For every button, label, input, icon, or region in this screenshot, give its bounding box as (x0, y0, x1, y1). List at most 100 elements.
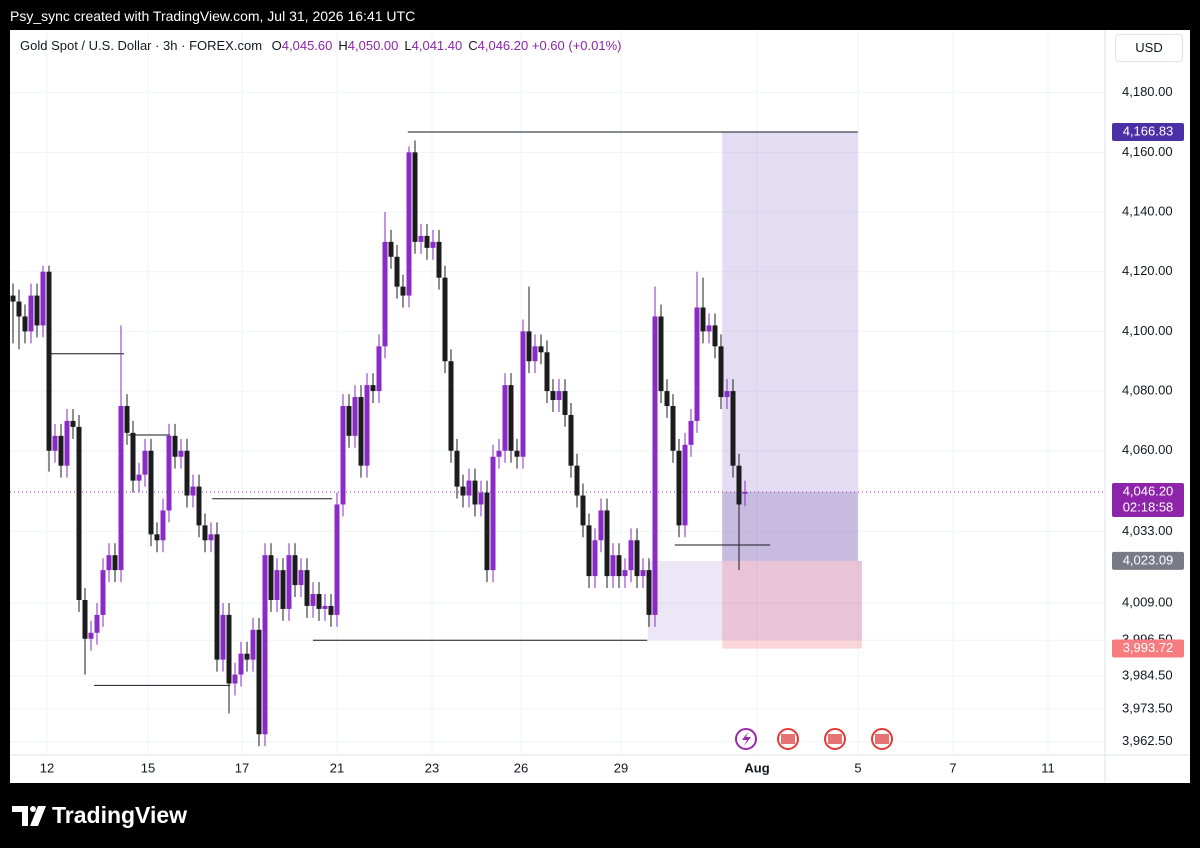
candle-body (340, 406, 346, 505)
y-tick-label: 3,973.50 (1122, 700, 1173, 715)
candle-body (646, 570, 652, 615)
zone (722, 491, 858, 561)
candle-body (292, 555, 298, 586)
ohlc-value: 4,050.00 (347, 38, 399, 53)
candle-body (244, 653, 250, 660)
candle-body (682, 444, 688, 526)
flag (828, 734, 842, 744)
candle-body (406, 152, 412, 296)
candle-body (166, 435, 172, 511)
candle-body (382, 241, 388, 347)
y-tick-label: 4,180.00 (1122, 84, 1173, 99)
candle-body (364, 385, 370, 466)
candle-body (700, 307, 706, 332)
candle-body (202, 525, 208, 541)
zone (722, 560, 862, 649)
ohlc-value: 4,041.40 (411, 38, 463, 53)
candle-body (298, 570, 304, 586)
ohlc-key: O (271, 38, 282, 53)
candle-body (466, 480, 472, 496)
chart-background (10, 30, 1190, 783)
candle-body (670, 406, 676, 451)
candle-body (196, 486, 202, 526)
y-tick-label: 3,962.50 (1122, 733, 1173, 748)
candle-body (250, 629, 256, 660)
event-icons (735, 728, 893, 750)
candle-body (430, 241, 436, 248)
x-tick-label: 17 (235, 760, 249, 775)
y-tick-label: 3,984.50 (1122, 668, 1173, 683)
candle-body (490, 456, 496, 571)
candle-body (328, 605, 334, 615)
ohlc: O4,045.60 H4,050.00 L4,041.40 C4,046.20 (266, 38, 529, 53)
candle-body (178, 450, 184, 457)
price-label-bg (1112, 122, 1184, 141)
candle-body (664, 391, 670, 406)
y-tick-label: 4,009.00 (1122, 594, 1173, 609)
candle-body (556, 391, 562, 401)
candle-body (484, 492, 490, 571)
candle-body (712, 325, 718, 347)
candle-body (136, 474, 142, 481)
candle-body (436, 241, 442, 278)
price-label-bg (1112, 482, 1184, 517)
candle-body (730, 391, 736, 466)
candle-body (100, 570, 106, 615)
y-tick-label: 4,033.00 (1122, 523, 1173, 538)
logo-part (30, 806, 36, 812)
ohlc-value: 4,046.20 (477, 38, 529, 53)
candle-body (622, 570, 628, 577)
x-tick-label: Aug (744, 760, 769, 775)
candle-body (358, 397, 364, 466)
candle-body (448, 361, 454, 451)
x-tick-label: 23 (425, 760, 439, 775)
currency-button[interactable]: USD (1115, 34, 1183, 62)
candle-body (628, 540, 634, 571)
plot (10, 131, 1105, 747)
candle-body (274, 570, 280, 600)
candle-body (394, 256, 400, 287)
candle-body (574, 465, 580, 496)
y-tick-label: 4,100.00 (1122, 323, 1173, 338)
candle-body (640, 570, 646, 577)
candle-body (130, 432, 136, 481)
price-label: 4,166.83 (1123, 123, 1174, 138)
candle-body (280, 570, 286, 609)
candle-body (502, 385, 508, 451)
candle-body (118, 406, 124, 571)
candle-body (424, 235, 430, 248)
candle-body (562, 391, 568, 415)
change: +0.60 (+0.01%) (531, 38, 622, 53)
candle-body (592, 540, 598, 577)
candle-body (304, 570, 310, 606)
candle-body (286, 555, 292, 609)
candle-body (232, 674, 238, 684)
ohlc-key: L (404, 38, 412, 53)
candle-body (64, 420, 70, 466)
candle-body (472, 480, 478, 505)
candle-body (604, 510, 610, 577)
candle-body (256, 629, 262, 735)
price-label: 3,993.72 (1123, 640, 1174, 655)
logo-part (12, 806, 28, 826)
candle-body (334, 504, 340, 615)
candle-body (544, 352, 550, 392)
event-icon-bolt (742, 732, 751, 746)
candle-body (508, 385, 514, 451)
y-tick-label: 4,120.00 (1122, 263, 1173, 278)
candle-body (88, 632, 94, 639)
candle-body (148, 450, 154, 535)
candle-body (172, 435, 178, 457)
candle-body (268, 555, 274, 600)
candle-body (568, 414, 574, 466)
candle-body (580, 495, 586, 526)
x-tick-label: 26 (514, 760, 528, 775)
candle-body (454, 450, 460, 487)
candle-body (46, 271, 52, 451)
ohlc-key: H (338, 38, 348, 53)
countdown: 02:18:58 (1123, 499, 1174, 514)
candle-body (718, 346, 724, 398)
candle-body (676, 450, 682, 526)
candle-body (724, 391, 730, 398)
